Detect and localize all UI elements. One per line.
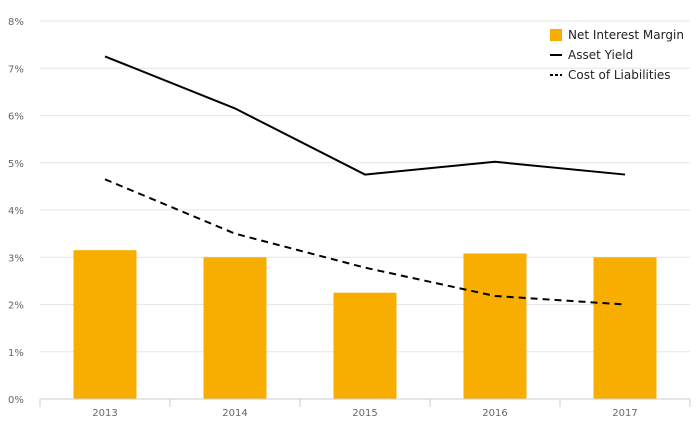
y-tick-label: 5% (8, 159, 24, 170)
x-tick-label: 2014 (222, 408, 247, 419)
legend-label: Asset Yield (568, 48, 633, 62)
y-tick-label: 2% (8, 301, 24, 312)
x-tick-label: 2017 (612, 408, 637, 419)
legend-label: Cost of Liabilities (568, 68, 671, 82)
y-tick-label: 1% (8, 348, 24, 359)
bars-layer (73, 250, 657, 399)
x-tick-label: 2016 (482, 408, 507, 419)
x-tick-label: 2015 (352, 408, 377, 419)
legend-swatch-bar (550, 29, 562, 41)
y-tick-label: 0% (8, 395, 24, 406)
y-tick-label: 8% (8, 17, 24, 28)
x-tick-label: 2013 (92, 408, 117, 419)
bar-net-interest-margin (593, 257, 657, 399)
legend: Net Interest Margin Asset Yield Cost of Li… (550, 28, 684, 82)
legend-label: Net Interest Margin (568, 28, 684, 42)
bar-net-interest-margin (463, 253, 527, 399)
line-cost-of-liabilities (104, 178, 626, 306)
y-tick-label: 6% (8, 112, 24, 123)
y-tick-label: 3% (8, 253, 24, 264)
y-tick-label: 4% (8, 206, 24, 217)
y-tick-label: 7% (8, 64, 24, 75)
bar-net-interest-margin (203, 257, 267, 399)
line-asset-yield (104, 55, 626, 176)
bar-net-interest-margin (73, 250, 137, 399)
bar-net-interest-margin (333, 292, 397, 399)
grid-layer (40, 20, 690, 353)
lines-layer (104, 55, 626, 306)
axis-layer: 0% 1% 2% 3% 4% 5% 6% 7% 8% 2013 2014 2015 2016 2017 (8, 17, 691, 419)
